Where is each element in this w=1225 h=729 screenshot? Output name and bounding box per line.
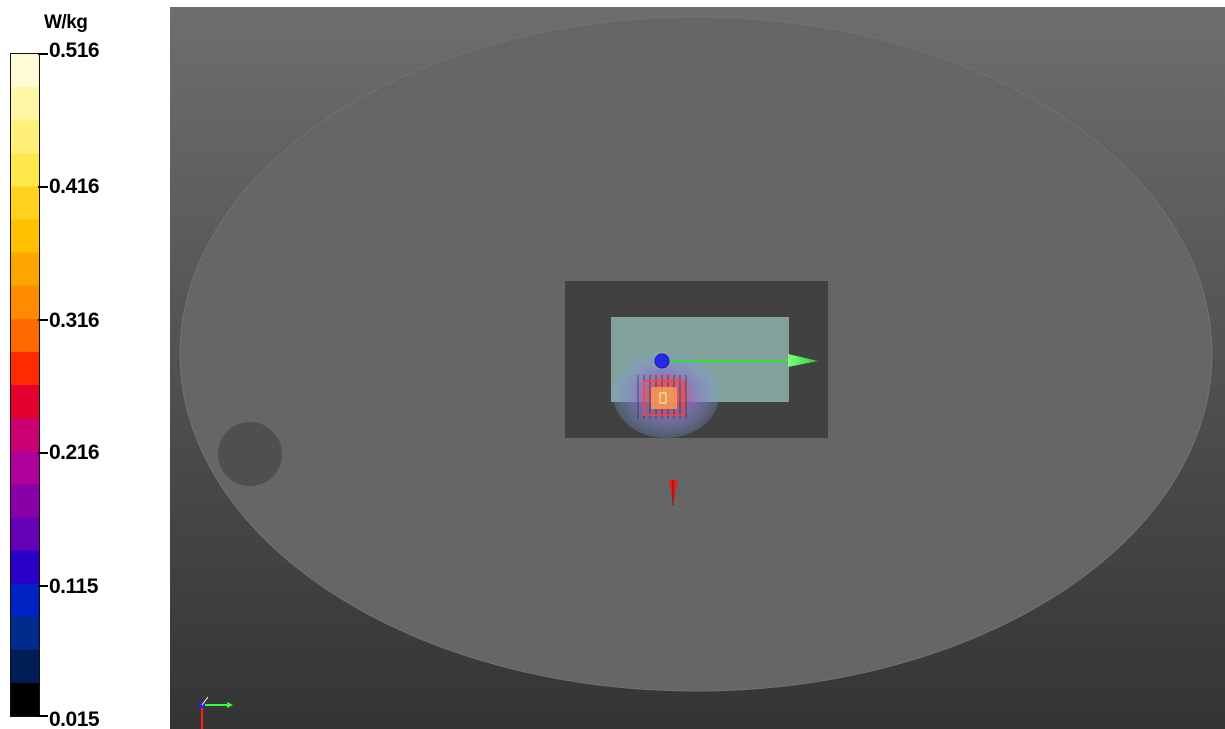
colorbar-label-3: 0.316 bbox=[49, 309, 100, 332]
hotspot-peak bbox=[651, 387, 677, 409]
colorbar-label-min: 0.015 bbox=[49, 708, 100, 729]
colorbar-swatch bbox=[11, 318, 39, 353]
colorbar-swatch bbox=[11, 517, 39, 551]
colorbar-swatch bbox=[11, 649, 39, 684]
origin-sphere bbox=[654, 353, 670, 369]
colorbar-swatch bbox=[11, 186, 39, 220]
hotspot-center-mark bbox=[659, 392, 667, 404]
orientation-triad bbox=[199, 696, 233, 729]
colorbar-swatch bbox=[11, 252, 39, 287]
hotspot-peak-box bbox=[643, 380, 685, 416]
colorbar-tick-2 bbox=[38, 186, 48, 188]
colorbar-swatch bbox=[11, 285, 39, 320]
colorbar-tick-min bbox=[38, 715, 48, 717]
phantom-marker-circle bbox=[218, 422, 282, 486]
x-axis-arrowhead bbox=[788, 354, 818, 367]
colorbar-swatch bbox=[11, 87, 39, 121]
colorbar-tick-3 bbox=[38, 319, 48, 321]
colorbar-swatch bbox=[11, 120, 39, 154]
colorbar-swatch bbox=[11, 451, 39, 485]
colorbar-swatch bbox=[11, 219, 39, 254]
viewport-scene bbox=[179, 16, 1213, 729]
colorbar-swatch bbox=[11, 550, 39, 585]
colorbar-swatch bbox=[11, 484, 39, 518]
colorbar-label-max: 0.516 bbox=[49, 39, 100, 62]
colorbar-legend: W/kg 0.516 0.416 0.316 0.216 0.115 0.015 bbox=[0, 0, 170, 729]
colorbar-tick-max bbox=[38, 53, 48, 55]
colorbar-label-2: 0.416 bbox=[49, 175, 100, 198]
colorbar-swatch bbox=[11, 351, 39, 386]
colorbar-swatch bbox=[11, 616, 39, 651]
colorbar-swatch bbox=[11, 153, 39, 187]
colorbar-unit-label: W/kg bbox=[44, 12, 88, 33]
colorbar-gradient bbox=[10, 53, 40, 717]
colorbar-swatches bbox=[11, 54, 39, 716]
colorbar-swatch bbox=[11, 583, 39, 618]
colorbar-tick-5 bbox=[38, 585, 48, 587]
colorbar-label-4: 0.216 bbox=[49, 441, 100, 464]
colorbar-label-5: 0.115 bbox=[49, 575, 98, 598]
colorbar-swatch bbox=[11, 418, 39, 452]
colorbar-swatch bbox=[11, 385, 39, 419]
colorbar-tick-4 bbox=[38, 452, 48, 454]
colorbar-swatch bbox=[11, 682, 39, 716]
3d-viewport[interactable] bbox=[170, 7, 1225, 729]
colorbar-swatch bbox=[11, 54, 39, 88]
